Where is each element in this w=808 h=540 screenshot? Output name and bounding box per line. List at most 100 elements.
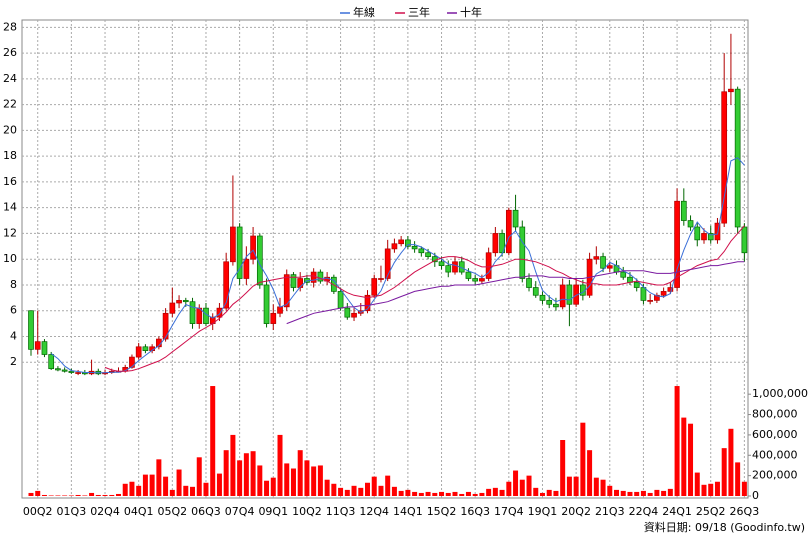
volume-bar [452, 491, 458, 496]
candle-body [317, 271, 324, 282]
volume-bar [472, 493, 478, 496]
x-tick-label: 17Q4 [494, 505, 524, 518]
volume-bar [176, 469, 182, 496]
candle-body [263, 284, 270, 324]
volume-bar [311, 466, 317, 496]
candle-body [667, 287, 674, 292]
x-tick-label: 16Q3 [460, 505, 490, 518]
volume-bar [324, 479, 330, 496]
candle-body [600, 256, 606, 269]
x-tick-label: 05Q2 [158, 505, 188, 518]
x-tick-label: 11Q3 [326, 505, 356, 518]
candle-body [694, 226, 701, 241]
volume-bar [741, 481, 747, 496]
candle-body [445, 265, 452, 273]
volume-bar [560, 440, 566, 496]
y-tick-label: 26 [3, 46, 17, 59]
candle-body [28, 310, 34, 350]
volume-bar [721, 448, 727, 496]
y-tick-label: 28 [3, 20, 17, 33]
y-tick-label: 2 [10, 355, 17, 368]
candle-body [182, 300, 189, 303]
candle-body [620, 271, 627, 278]
legend-label: 年線 [353, 5, 375, 19]
y2-tick-label: 600,000 [752, 428, 798, 441]
y-tick-label: 10 [3, 252, 17, 265]
volume-bar [614, 489, 620, 496]
x-tick-label: 20Q2 [561, 505, 591, 518]
candle-body [546, 300, 553, 305]
candle-body [398, 239, 404, 245]
volume-bar [593, 477, 599, 496]
candle-body [532, 287, 539, 296]
candle-body [283, 274, 290, 308]
volume-bar [701, 484, 707, 496]
volume-bar [506, 481, 512, 496]
candle-body [647, 300, 654, 302]
volume-bar [566, 476, 572, 496]
candle-body [553, 303, 559, 308]
y2-tick-label: 400,000 [752, 448, 798, 461]
candle-body [250, 235, 256, 260]
volume-bar [102, 494, 108, 496]
volume-bar [35, 490, 41, 496]
volume-bar [62, 495, 68, 496]
x-tick-label: 09Q1 [258, 505, 288, 518]
volume-bar [82, 495, 88, 496]
volume-bar [48, 495, 54, 496]
candle-body [721, 91, 728, 224]
volume-bar [136, 485, 142, 496]
volume-bar [28, 492, 34, 496]
volume-bar [553, 490, 559, 496]
x-tick-label: 14Q1 [393, 505, 423, 518]
volume-bar [264, 480, 270, 496]
y-tick-label: 24 [3, 72, 17, 85]
volume-bar [499, 489, 505, 496]
candle-body [539, 294, 546, 301]
x-tick-label: 00Q2 [23, 505, 53, 518]
candle-body [391, 243, 398, 250]
volume-bar [156, 459, 162, 496]
volume-bar [479, 492, 485, 496]
volume-bar [654, 489, 660, 496]
volume-bar [149, 474, 155, 496]
volume-bar [573, 476, 579, 496]
candle-body [142, 346, 149, 351]
footnote: 資料日期: 09/18 (Goodinfo.tw) [644, 520, 805, 534]
volume-bar [237, 460, 243, 496]
y-tick-label: 18 [3, 149, 17, 162]
volume-bar [129, 481, 135, 496]
y-tick-label: 6 [10, 304, 17, 317]
volume-bar [634, 491, 640, 496]
volume-bar [223, 450, 229, 496]
x-tick-label: 04Q1 [124, 505, 154, 518]
volume-bar [694, 472, 700, 496]
volume-bar [412, 491, 418, 496]
volume-bar [627, 491, 633, 496]
volume-bar [351, 485, 357, 496]
x-tick-label: 06Q3 [191, 505, 221, 518]
volume-bar [728, 428, 734, 496]
candle-body [559, 284, 566, 308]
volume-bar [371, 476, 377, 496]
candle-body [277, 306, 283, 314]
candle-body [243, 258, 250, 279]
volume-bar [492, 487, 498, 496]
volume-bar [75, 494, 81, 496]
ma-line [286, 261, 745, 325]
volume-bar [243, 453, 249, 496]
volume-bar [95, 494, 101, 496]
candle-body [384, 248, 391, 279]
volume-bar [169, 489, 175, 496]
y2-tick-label: 800,000 [752, 408, 798, 421]
candle-body [48, 354, 55, 370]
y-tick-label: 8 [10, 278, 17, 291]
candle-body [492, 233, 499, 254]
volume-bar [519, 479, 525, 496]
y-tick-label: 14 [3, 201, 17, 214]
y-tick-label: 12 [3, 226, 17, 239]
volume-bar [439, 491, 445, 496]
volume-bar [317, 465, 323, 496]
candle-body [135, 346, 142, 358]
